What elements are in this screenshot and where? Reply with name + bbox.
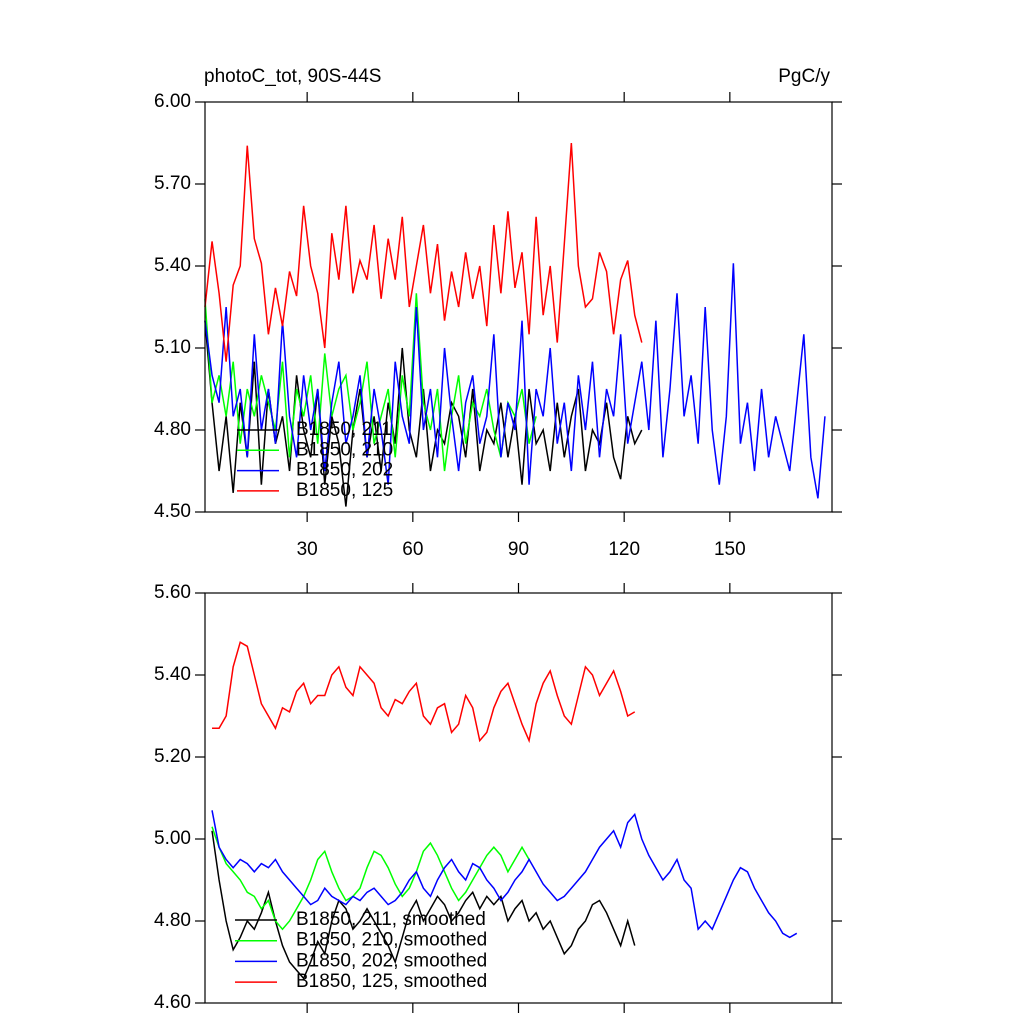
y-tick-label: 5.40 bbox=[154, 664, 191, 685]
legend-label: B1850, 210 bbox=[296, 439, 393, 460]
y-tick-label: 5.00 bbox=[154, 828, 191, 849]
chart-title: photoC_tot, 90S-44S bbox=[204, 66, 381, 87]
y-tick-label: 4.60 bbox=[154, 992, 191, 1013]
x-tick-label: 120 bbox=[608, 539, 640, 560]
series-line bbox=[204, 293, 537, 472]
x-tick-label: 150 bbox=[714, 539, 746, 560]
y-tick-label: 5.40 bbox=[154, 255, 191, 276]
y-tick-label: 4.50 bbox=[154, 501, 191, 522]
x-tick-label: 30 bbox=[297, 539, 318, 560]
y-tick-label: 6.00 bbox=[154, 91, 191, 112]
legend-label: B1850, 125 bbox=[296, 480, 393, 501]
y-tick-label: 5.10 bbox=[154, 337, 191, 358]
y-tick-label: 5.20 bbox=[154, 746, 191, 767]
legend-label: B1850, 211, smoothed bbox=[296, 909, 486, 930]
series-line bbox=[212, 641, 636, 744]
series-line bbox=[204, 320, 643, 507]
x-tick-label: 60 bbox=[402, 539, 423, 560]
y-tick-label: 4.80 bbox=[154, 419, 191, 440]
x-tick-label: 90 bbox=[508, 539, 529, 560]
legend-label: B1850, 210, smoothed bbox=[296, 930, 487, 951]
units-label: PgC/y bbox=[778, 66, 830, 87]
series-line bbox=[211, 830, 636, 980]
series-line bbox=[204, 142, 643, 362]
series-line bbox=[211, 810, 798, 939]
y-tick-label: 5.70 bbox=[154, 173, 191, 194]
legend-label: B1850, 125, smoothed bbox=[296, 971, 487, 992]
y-tick-label: 5.60 bbox=[154, 582, 191, 603]
legend-label: B1850, 202, smoothed bbox=[296, 950, 487, 971]
legend-label: B1850, 211 bbox=[296, 419, 392, 440]
y-tick-label: 4.80 bbox=[154, 910, 191, 931]
series-line bbox=[211, 826, 530, 931]
series-line bbox=[204, 263, 826, 499]
legend-label: B1850, 202 bbox=[296, 460, 393, 481]
